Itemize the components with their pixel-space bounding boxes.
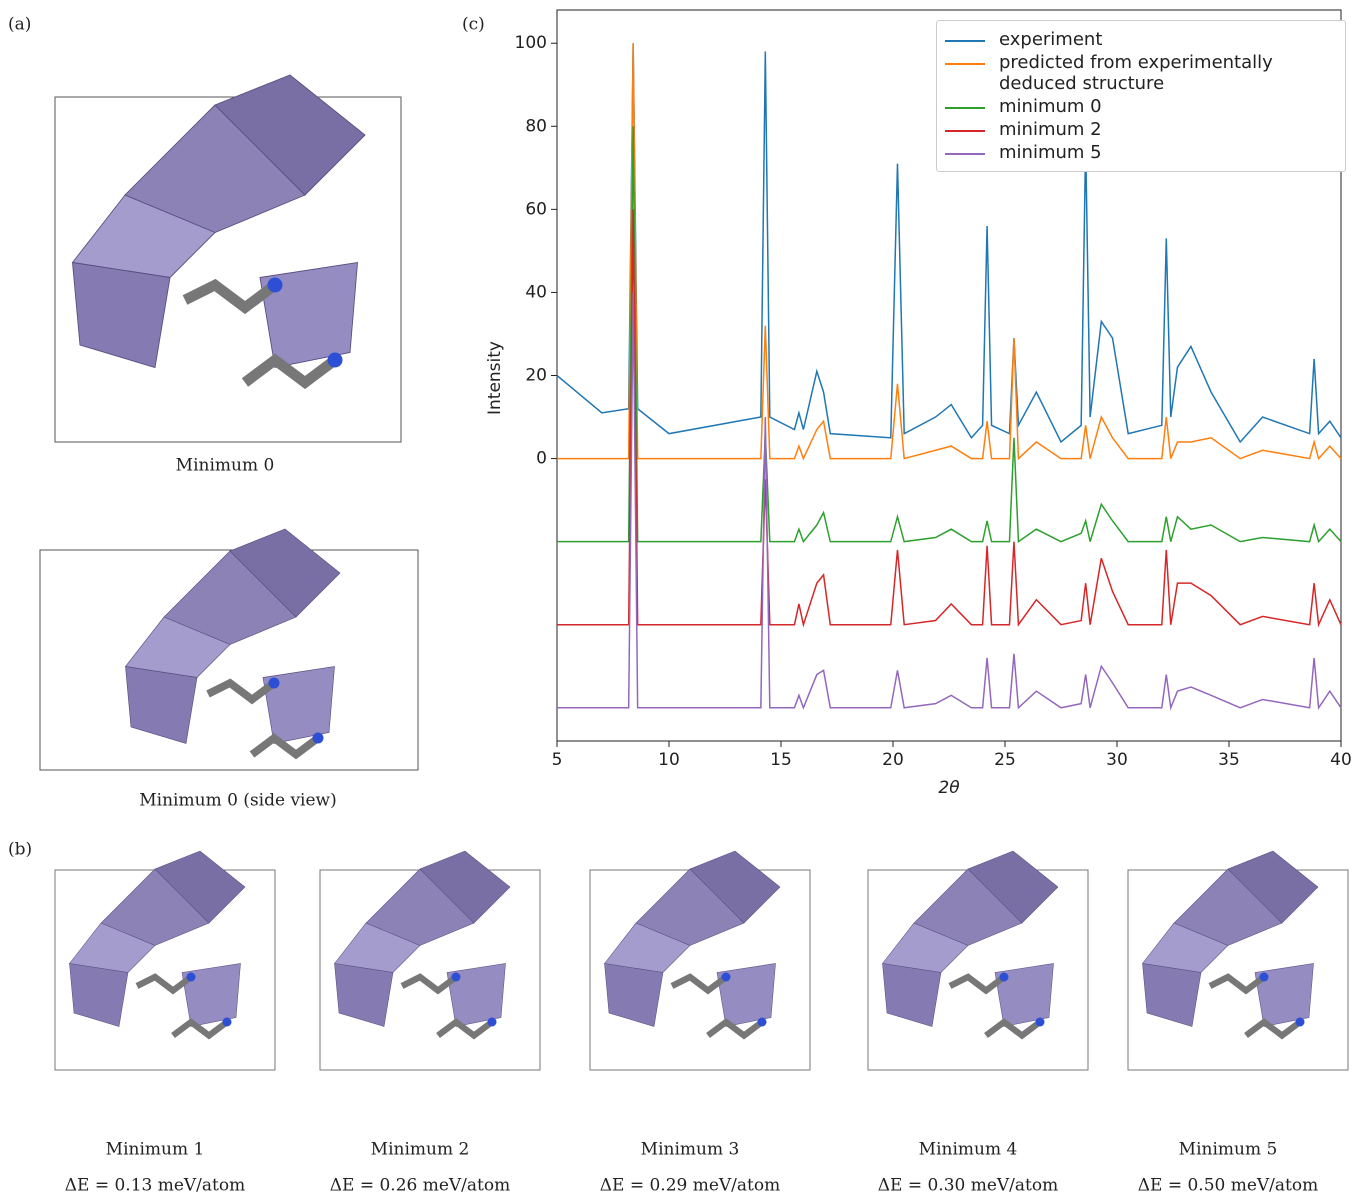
structure-image [335,851,511,1036]
structure-image [1143,851,1319,1036]
caption: Minimum 0 [176,456,275,476]
structure-image [883,851,1059,1036]
series-line [557,209,1342,628]
structure-title: Minimum 1 [106,1140,205,1160]
y-tick-label: 40 [525,282,547,302]
structure-energy: ΔE = 0.30 meV/atom [878,1176,1059,1196]
series-line [557,43,1342,461]
structure-image [70,851,246,1036]
structure-image [605,851,781,1036]
series-line [557,292,1342,711]
cell-box [39,549,419,771]
x-tick-label: 15 [770,750,792,770]
y-tick-label: 100 [515,33,547,53]
y-tick-label: 0 [536,449,547,469]
legend-swatch [945,153,985,155]
y-tick-label: 80 [525,116,547,136]
structure-energy: ΔE = 0.13 meV/atom [65,1176,246,1196]
structure-energy: ΔE = 0.26 meV/atom [330,1176,511,1196]
panel-label: (b) [8,840,32,860]
structure-image [73,75,366,383]
x-tick-label: 40 [1330,750,1352,770]
legend-entry: minimum 2 [945,119,1337,140]
legend-label: predicted from experimentally deduced st… [999,52,1273,94]
legend-entry: experiment [945,29,1337,50]
panel-label: (c) [462,15,485,35]
x-tick-label: 5 [552,750,563,770]
series-line [557,126,1342,544]
x-tick-label: 10 [658,750,680,770]
structure-image [126,529,341,755]
legend-label: minimum 0 [999,96,1102,117]
structure-energy: ΔE = 0.29 meV/atom [600,1176,781,1196]
legend-entry: predicted from experimentally deduced st… [945,52,1337,94]
legend-label: experiment [999,29,1103,50]
y-tick-label: 20 [525,366,547,386]
structure-title: Minimum 2 [371,1140,470,1160]
y-axis-label: Intensity [485,341,505,415]
legend-entry: minimum 5 [945,142,1337,163]
structure-title: Minimum 3 [641,1140,740,1160]
legend-label: minimum 5 [999,142,1102,163]
legend-swatch [945,107,985,109]
legend: experiment predicted from experimentally … [936,20,1346,172]
y-tick-label: 60 [525,199,547,219]
x-tick-label: 35 [1218,750,1240,770]
legend-swatch [945,40,985,42]
series-line [556,43,1342,444]
caption: Minimum 0 (side view) [139,791,336,811]
panel-label: (a) [8,15,31,35]
x-tick-label: 30 [1106,750,1128,770]
legend-label: minimum 2 [999,119,1102,140]
legend-swatch [945,63,985,65]
x-tick-label: 25 [994,750,1016,770]
cell-box [54,96,402,443]
structure-energy: ΔE = 0.50 meV/atom [1138,1176,1319,1196]
structure-title: Minimum 5 [1179,1140,1278,1160]
legend-swatch [945,130,985,132]
legend-entry: minimum 0 [945,96,1337,117]
structure-title: Minimum 4 [919,1140,1018,1160]
x-axis-label: 2θ [938,778,960,798]
x-tick-label: 20 [882,750,904,770]
